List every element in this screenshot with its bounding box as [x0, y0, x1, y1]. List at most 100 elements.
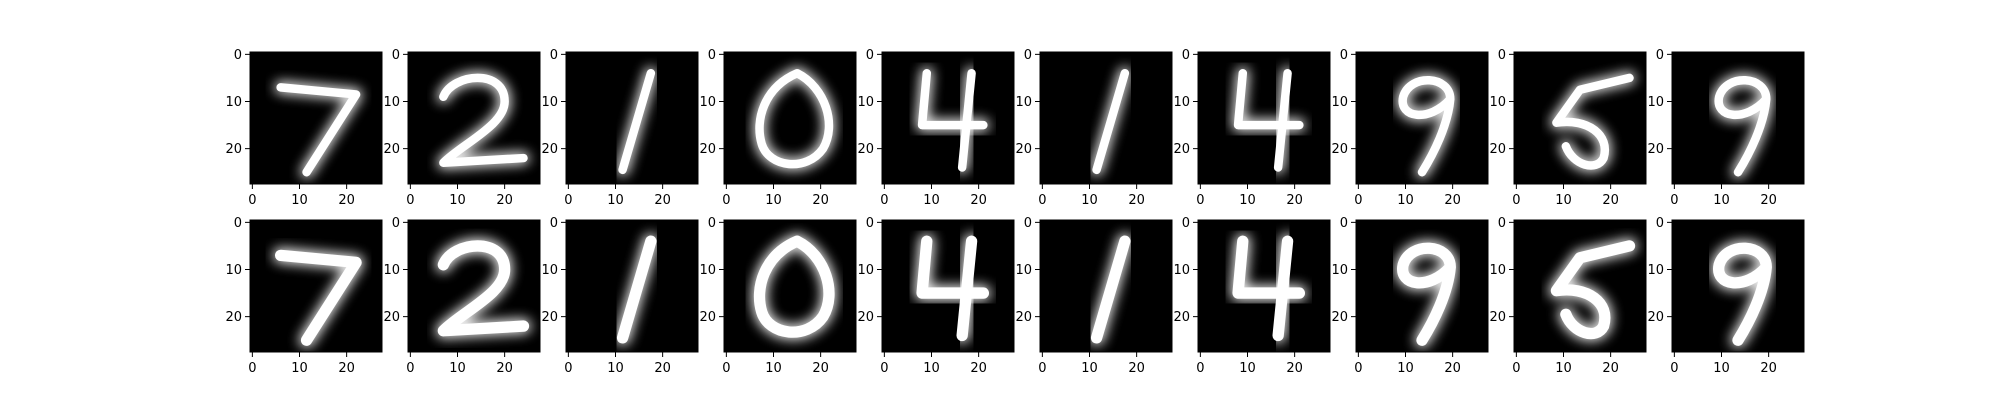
axes-frame [249, 51, 383, 185]
x-tick-label: 0 [1038, 361, 1046, 376]
x-tick-label: 20 [496, 361, 513, 376]
y-tick-label: 20 [857, 310, 874, 325]
y-tick-label: 20 [1489, 142, 1506, 157]
axes-frame [1355, 51, 1489, 185]
y-tick-label: 0 [866, 216, 874, 231]
digit-panel: 0 10 20 0 10 20 [857, 216, 1015, 376]
digit-panel: 0 10 20 0 10 20 [699, 216, 857, 376]
x-tick-label: 0 [722, 193, 730, 208]
digit-panel: 0 10 20 0 10 20 [1489, 48, 1647, 208]
x-tick-label: 0 [564, 361, 572, 376]
x-tick-label: 0 [1196, 193, 1204, 208]
digit-glyph [1231, 67, 1306, 174]
x-tick-label: 10 [1555, 361, 1572, 376]
x-tick-label: 20 [654, 193, 671, 208]
digit-panel: 0 10 20 0 10 20 [225, 216, 383, 376]
digit-panel: 0 10 20 0 10 20 [383, 48, 541, 208]
x-tick-label: 10 [449, 361, 466, 376]
digit-panel: 0 10 20 0 10 20 [1647, 216, 1805, 376]
digit-panel: 0 10 20 0 10 20 [1015, 216, 1173, 376]
digit-glyph [615, 233, 659, 346]
digit-stroke-core [439, 73, 528, 168]
x-tick-label: 20 [1286, 361, 1303, 376]
x-tick-label: 10 [1713, 193, 1730, 208]
axes-frame [881, 51, 1015, 185]
axes-frame [407, 219, 541, 353]
digit-glyph [274, 81, 363, 179]
y-tick-label: 10 [225, 95, 242, 110]
digit-stroke-core [1272, 235, 1294, 342]
x-tick-label: 0 [1354, 361, 1362, 376]
y-tick-label: 0 [392, 48, 400, 63]
digit-stroke-core [1713, 242, 1772, 346]
y-tick-label: 0 [392, 216, 400, 231]
y-tick-label: 10 [1173, 263, 1190, 278]
y-tick-label: 10 [1647, 95, 1664, 110]
y-tick-label: 20 [1331, 142, 1348, 157]
x-tick-label: 20 [1760, 361, 1777, 376]
digit-glyph [914, 233, 991, 344]
digit-glyph [1396, 74, 1457, 179]
x-tick-label: 0 [406, 361, 414, 376]
digit-stroke-core [274, 249, 362, 346]
y-tick-label: 10 [1331, 95, 1348, 110]
axes-frame [1513, 51, 1647, 185]
axes-frame [1671, 51, 1805, 185]
y-tick-label: 10 [1489, 263, 1506, 278]
digit-stroke-core [1550, 240, 1636, 340]
x-tick-label: 0 [1512, 193, 1520, 208]
y-tick-label: 10 [1331, 263, 1348, 278]
x-tick-label: 20 [1602, 193, 1619, 208]
y-tick-label: 0 [234, 48, 242, 63]
y-tick-label: 10 [1489, 95, 1506, 110]
digit-stroke-core [956, 235, 978, 342]
x-tick-label: 10 [291, 193, 308, 208]
image-background [882, 52, 1014, 184]
y-tick-label: 0 [1340, 48, 1348, 63]
digit-stroke-core [1552, 73, 1634, 170]
digit-stroke-core [1092, 68, 1130, 175]
digit-glyph [1548, 238, 1638, 342]
y-tick-label: 10 [383, 263, 400, 278]
y-tick-label: 0 [1182, 48, 1190, 63]
y-tick-label: 20 [541, 310, 558, 325]
digit-panel: 0 10 20 0 10 20 [541, 48, 699, 208]
y-tick-label: 10 [857, 263, 874, 278]
y-tick-label: 10 [383, 95, 400, 110]
y-tick-label: 0 [1024, 216, 1032, 231]
x-tick-label: 0 [722, 361, 730, 376]
x-tick-label: 20 [1444, 361, 1461, 376]
y-tick-label: 20 [383, 310, 400, 325]
digit-glyph [1089, 233, 1133, 346]
y-tick-label: 0 [708, 48, 716, 63]
digit-glyph [437, 71, 530, 169]
axes-frame [1197, 219, 1331, 353]
x-tick-label: 20 [1760, 193, 1777, 208]
x-tick-label: 10 [1397, 193, 1414, 208]
axes-frame [723, 51, 857, 185]
y-tick-label: 10 [1173, 95, 1190, 110]
digit-glyph [1395, 240, 1458, 348]
x-tick-label: 0 [880, 193, 888, 208]
x-tick-label: 10 [765, 361, 782, 376]
y-tick-label: 20 [1489, 310, 1506, 325]
digit-panel: 0 10 20 0 10 20 [1647, 48, 1805, 208]
x-tick-label: 10 [291, 361, 308, 376]
digit-stroke-core [437, 240, 530, 337]
digit-panel: 0 10 20 0 10 20 [1173, 48, 1331, 208]
y-tick-label: 20 [225, 310, 242, 325]
x-tick-label: 20 [1602, 361, 1619, 376]
y-tick-label: 0 [1182, 216, 1190, 231]
y-tick-label: 0 [1340, 216, 1348, 231]
x-tick-label: 0 [248, 361, 256, 376]
y-tick-label: 10 [857, 95, 874, 110]
y-tick-label: 10 [225, 263, 242, 278]
y-tick-label: 20 [857, 142, 874, 157]
x-tick-label: 20 [496, 193, 513, 208]
x-tick-label: 10 [1239, 361, 1256, 376]
y-tick-label: 0 [550, 48, 558, 63]
y-tick-label: 0 [1498, 216, 1506, 231]
axes-frame [565, 219, 699, 353]
x-tick-label: 10 [607, 361, 624, 376]
axes-frame [723, 219, 857, 353]
